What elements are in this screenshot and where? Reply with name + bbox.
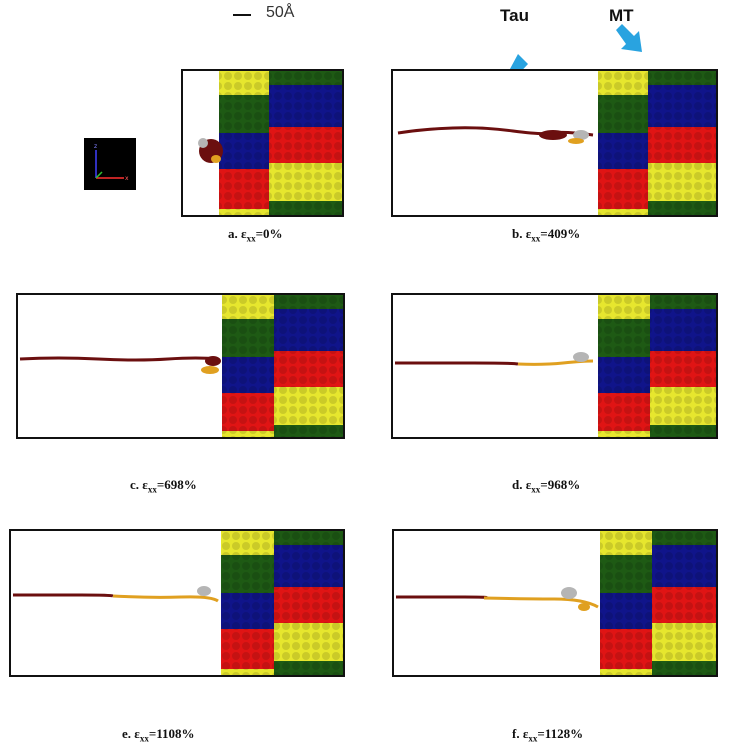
panel-d-render: [395, 295, 716, 437]
panel-d: [391, 293, 718, 439]
panel-e-render: [12, 531, 343, 675]
mt-arrow-label: MT: [609, 6, 634, 25]
panel-f: [392, 529, 718, 677]
panel-e: [9, 529, 345, 677]
caption-b: b. εxx=409%: [512, 226, 581, 244]
mt-arrow-icon: [616, 24, 642, 52]
caption-a: a. εxx=0%: [228, 226, 283, 244]
svg-text:x: x: [125, 175, 129, 182]
tau-arrow-label: Tau: [500, 6, 529, 25]
microtubule-lattice: [221, 531, 343, 675]
microtubule-lattice: [219, 71, 342, 215]
svg-text:z: z: [94, 143, 97, 150]
caption-f: f. εxx=1128%: [512, 726, 584, 744]
panel-b: [391, 69, 718, 217]
panel-a: [181, 69, 344, 217]
panel-b-render: [397, 71, 716, 215]
panel-c: [16, 293, 345, 439]
scale-bar: [233, 14, 251, 16]
microtubule-lattice: [222, 295, 343, 437]
caption-d: d. εxx=968%: [512, 477, 581, 495]
microtubule-lattice: [598, 71, 716, 215]
caption-e: e. εxx=1108%: [122, 726, 195, 744]
axis-inset: z x: [84, 138, 136, 190]
panel-a-render: [198, 71, 342, 215]
panel-c-render: [19, 295, 343, 437]
microtubule-lattice: [598, 295, 716, 437]
scale-bar-label: 50Å: [266, 4, 295, 21]
microtubule-lattice: [600, 531, 716, 675]
panel-f-render: [396, 531, 716, 675]
caption-c: c. εxx=698%: [130, 477, 197, 495]
